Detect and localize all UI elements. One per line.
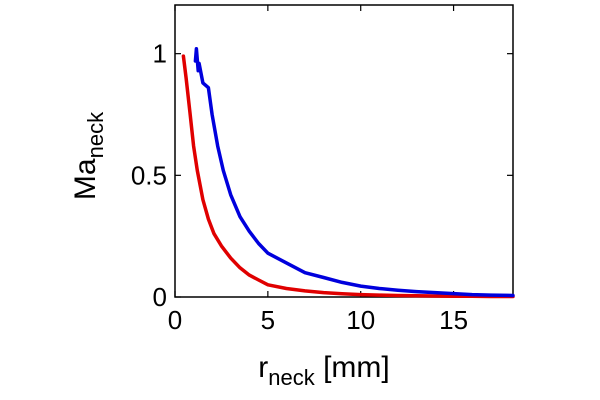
y-axis-label: Maneck xyxy=(69,111,108,200)
y-tick-label: 0.5 xyxy=(131,160,167,190)
series-layer xyxy=(181,47,515,299)
x-axis-label: rneck [mm] xyxy=(258,351,389,390)
y-tick-label: 0 xyxy=(153,282,167,312)
x-tick-label: 15 xyxy=(439,305,468,335)
y-tick-label: 1 xyxy=(153,39,167,69)
series-line-red xyxy=(181,54,515,299)
x-axis-label-main: r xyxy=(258,351,268,384)
ticks-layer: 0 5 10 15 0 0.5 1 xyxy=(131,5,513,335)
y-axis-label-subscript: neck xyxy=(83,111,108,158)
plot-frame xyxy=(174,4,514,298)
x-tick-label: 5 xyxy=(261,305,275,335)
series-line-blue xyxy=(193,47,515,298)
y-axis-label-main: Ma xyxy=(69,158,102,200)
x-tick-label: 0 xyxy=(168,305,182,335)
x-axis-label-subscript: neck xyxy=(268,365,315,390)
x-tick-label: 10 xyxy=(346,305,375,335)
x-axis-label-unit: [mm] xyxy=(315,351,390,384)
